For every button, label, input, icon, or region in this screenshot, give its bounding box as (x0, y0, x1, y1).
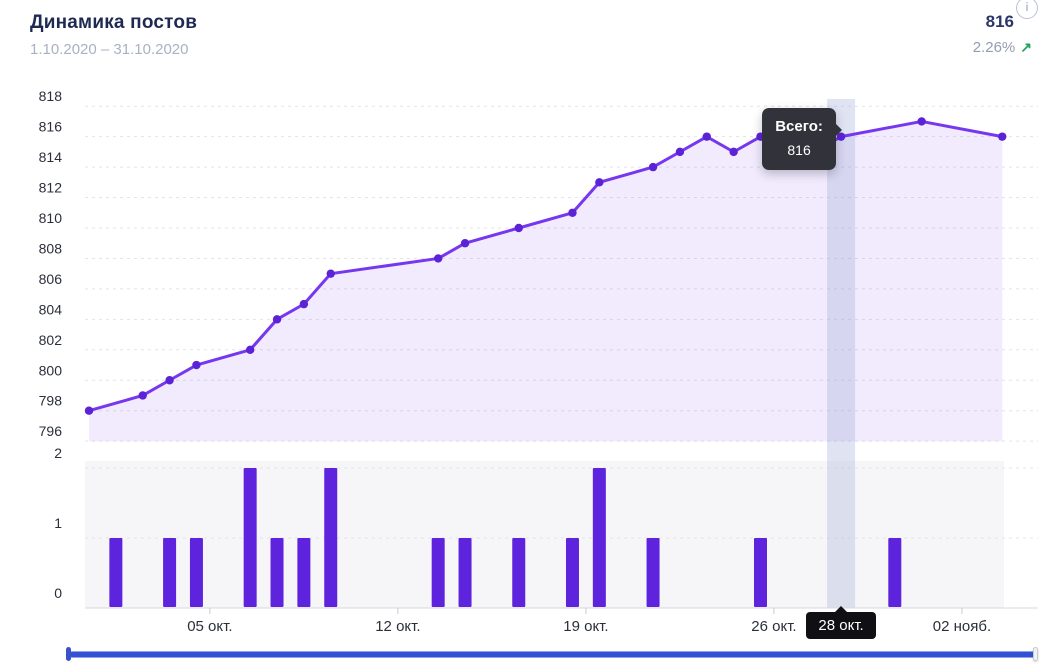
x-axis-label: 12 окт. (375, 618, 420, 635)
data-point-marker[interactable] (460, 239, 470, 248)
x-axis-tooltip-label: 28 окт. (818, 617, 864, 634)
x-axis-tooltip-arrow-icon (835, 606, 848, 612)
y-axis-label: 810 (39, 210, 63, 226)
data-point-marker[interactable] (165, 376, 174, 385)
value-tooltip: Всего: 816 (762, 107, 843, 170)
data-point-marker[interactable] (514, 223, 523, 233)
data-point-marker[interactable] (192, 360, 201, 370)
bar-day-posts[interactable] (565, 538, 579, 607)
chart-title: Динамика постов (30, 12, 198, 33)
trend-up-icon: ↗ (1020, 39, 1032, 55)
y-axis-label: 800 (39, 362, 63, 378)
tooltip-label: Всего: (775, 117, 823, 135)
chart-scrollbar[interactable] (66, 646, 1038, 662)
total-posts-value: 816 (985, 12, 1014, 31)
bar-y-axis-label: 2 (54, 445, 62, 461)
y-axis-label: 796 (39, 423, 63, 439)
y-axis-label: 818 (39, 88, 63, 104)
bar-day-posts[interactable] (297, 538, 311, 607)
bar-day-posts[interactable] (431, 538, 445, 607)
date-range: 1.10.2020 – 31.10.2020 (30, 41, 189, 58)
data-point-marker[interactable] (138, 391, 147, 400)
bar-y-axis-label: 1 (54, 515, 62, 531)
scrollbar-thumb[interactable] (69, 651, 1035, 658)
bar-y-axis-label: 0 (54, 585, 62, 601)
scrollbar-left-handle[interactable] (66, 647, 71, 661)
data-point-marker[interactable] (84, 406, 94, 415)
data-point-marker[interactable] (702, 132, 711, 141)
bar-day-posts[interactable] (646, 538, 660, 607)
posts-chart-canvas: 818 816 814 812 810 808 806 804 802 800 798 796 2 1 0 0… (39, 88, 1038, 635)
bar-day-posts[interactable] (754, 538, 767, 607)
data-point-marker[interactable] (272, 315, 282, 324)
bar-day-posts[interactable] (458, 538, 472, 607)
x-axis-label: 05 окт. (187, 618, 232, 635)
y-axis-label: 816 (39, 119, 63, 135)
bar-day-posts[interactable] (512, 538, 526, 607)
data-point-marker[interactable] (595, 178, 604, 187)
y-axis-label: 814 (39, 149, 63, 165)
data-point-marker[interactable] (299, 299, 309, 309)
y-axis-label: 798 (39, 393, 63, 409)
y-axis-label: 804 (39, 301, 63, 317)
bar-day-posts[interactable] (324, 468, 338, 607)
y-axis-label: 806 (39, 271, 63, 287)
data-point-marker[interactable] (245, 345, 255, 354)
data-point-marker[interactable] (326, 269, 335, 278)
tooltip-arrow-icon (835, 122, 843, 137)
bar-day-posts[interactable] (888, 538, 902, 607)
x-axis-label: 02 нояб. (933, 618, 991, 635)
bar-day-posts[interactable] (189, 538, 203, 607)
bar-day-posts[interactable] (243, 468, 257, 607)
change-percent: 2.26% (972, 39, 1016, 56)
data-point-marker[interactable] (998, 132, 1007, 141)
data-point-marker[interactable] (648, 162, 658, 172)
info-icon[interactable]: i (1016, 0, 1038, 19)
bar-chart-background (85, 461, 1004, 608)
y-axis-label: 812 (39, 180, 63, 196)
bar-day-posts[interactable] (163, 538, 177, 607)
bar-day-posts[interactable] (592, 468, 606, 607)
line-area-fill (89, 121, 1003, 442)
x-axis-label: 19 окт. (563, 618, 608, 635)
bar-day-posts[interactable] (109, 538, 123, 607)
bar-day-posts[interactable] (270, 538, 284, 607)
data-point-marker[interactable] (433, 254, 443, 263)
scrollbar-right-handle[interactable] (1033, 647, 1038, 661)
data-point-marker[interactable] (917, 117, 926, 126)
y-axis-label: 808 (39, 240, 63, 256)
tooltip-value: 816 (787, 141, 811, 158)
data-point-marker[interactable] (568, 208, 577, 217)
x-axis-label: 26 окт. (751, 618, 796, 635)
data-point-marker[interactable] (675, 147, 685, 157)
change-percent-row: 2.26% ↗ (973, 39, 1032, 56)
y-axis-label: 802 (39, 332, 63, 348)
highlight-band (827, 99, 856, 608)
data-point-marker[interactable] (729, 147, 738, 157)
x-axis-tooltip: 28 окт. (806, 606, 877, 639)
